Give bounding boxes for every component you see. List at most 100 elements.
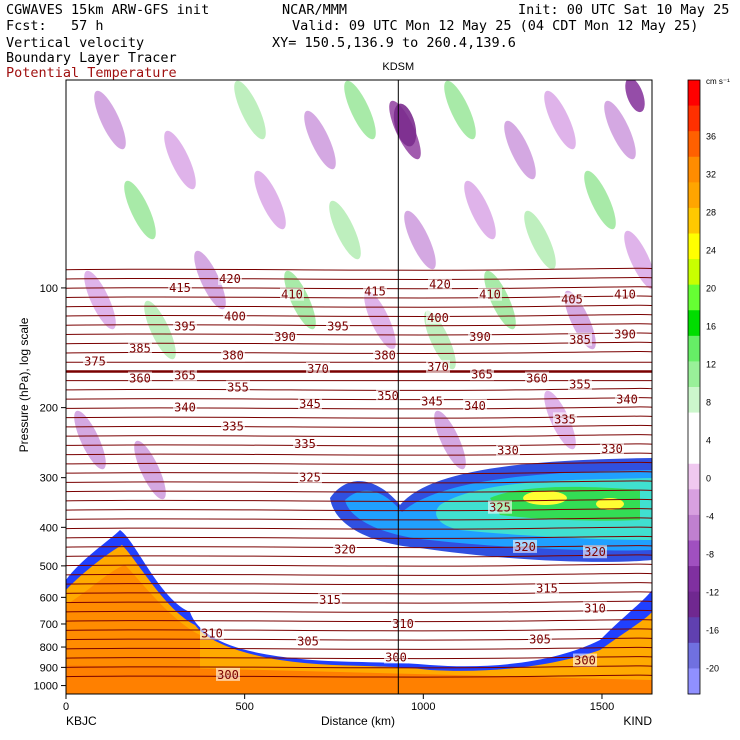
theta-label-bg (318, 593, 342, 607)
vertical-velocity-cell (134, 440, 166, 500)
colorbar-swatch (688, 284, 700, 311)
colorbar-tick-label: 28 (706, 207, 716, 217)
theta-label: 335 (294, 437, 316, 451)
theta-contour-line (66, 656, 652, 660)
theta-label-bg (333, 542, 357, 556)
theta-contour-labels: 420 415 410 415 420 410 405 410 400 395 395 400 390 3… (83, 272, 639, 682)
y-tick-label: 1000 (34, 681, 58, 693)
y-tick-label: 100 (40, 283, 58, 295)
theta-label-bg (615, 392, 639, 406)
colorbar-swatch (688, 310, 700, 337)
theta-contour-line (66, 286, 652, 290)
theta-label: 335 (222, 419, 244, 433)
theta-label-bg (553, 412, 577, 426)
theta-contour-line (66, 498, 652, 502)
colorbar: 36 32 28 24 20 16 12 8 4 0 -4 -8 -12 -16 -20 (687, 79, 719, 695)
theta-contour-line (66, 452, 652, 456)
colorbar-swatch (688, 387, 700, 414)
theta-label-bg (173, 319, 197, 333)
theta-label: 315 (319, 593, 341, 607)
theta-contour-line (66, 526, 652, 530)
theta-label-bg (326, 319, 350, 333)
theta-label-bg (428, 277, 452, 291)
theta-label-bg (463, 398, 487, 412)
theta-label-bg (496, 443, 520, 457)
theta-label: 415 (169, 281, 191, 295)
theta-label: 325 (489, 501, 511, 515)
theta-contour-line (66, 332, 652, 336)
cross-section-coords: XY= 150.5,136.9 to 260.4,139.6 (272, 35, 516, 51)
x-tick-label: 1500 (590, 701, 614, 713)
vertical-velocity-cell (164, 130, 196, 190)
theta-contour-line (66, 637, 652, 641)
theta-contour-line (66, 341, 652, 345)
vertical-velocity-cell (444, 80, 476, 140)
theta-contour-line (66, 406, 652, 410)
theta-contour-line (66, 545, 652, 549)
colorbar-tick-label: 12 (706, 359, 716, 369)
vertical-velocity-cell (404, 210, 436, 270)
right-station-label: KIND (623, 714, 652, 728)
theta-label: 385 (569, 333, 591, 347)
vertical-velocity-cell (584, 170, 616, 230)
colorbar-tick-label: 24 (706, 245, 716, 255)
colorbar-tick-label: -8 (706, 549, 714, 559)
vertical-velocity-cell (329, 200, 361, 260)
theta-label: 380 (374, 349, 396, 363)
theta-label: 300 (217, 668, 239, 682)
theta-label: 370 (427, 360, 449, 374)
colorbar-swatch (688, 617, 700, 644)
theta-label-bg (173, 400, 197, 414)
theta-contour-line (66, 619, 652, 623)
y-tick-label: 400 (40, 522, 58, 534)
theta-label: 355 (227, 381, 249, 395)
colorbar-swatch (688, 463, 700, 490)
theta-contour-line (66, 665, 652, 669)
theta-label: 340 (616, 393, 638, 407)
theta-contour-line (66, 434, 652, 438)
colorbar-swatch (688, 412, 700, 439)
vertical-velocity-cell (304, 110, 336, 170)
theta-label: 410 (281, 288, 303, 302)
theta-label: 410 (479, 288, 501, 302)
theta-label-bg (298, 397, 322, 411)
theta-label: 305 (529, 632, 551, 646)
theta-label: 330 (497, 443, 519, 457)
theta-label: 355 (569, 378, 591, 392)
theta-contour-line (66, 600, 652, 604)
theta-label: 320 (514, 540, 536, 554)
theta-contour-line (66, 276, 652, 281)
colorbar-tick-label: 8 (706, 397, 711, 407)
colorbar-tick-label: 32 (706, 169, 716, 179)
vertical-velocity-cell (624, 230, 652, 290)
theta-label-bg (223, 309, 247, 323)
vertical-velocity-cell (604, 100, 636, 160)
field-boundary-layer-tracer: Boundary Layer Tracer (6, 50, 177, 66)
theta-contour-line (66, 267, 652, 271)
valid-time: Valid: 09 UTC Mon 12 May 25 (04 CDT Mon … (292, 18, 699, 34)
theta-label: 360 (526, 372, 548, 386)
theta-label-bg (613, 287, 637, 301)
theta-label-bg (168, 280, 192, 294)
plot-frame (65, 79, 653, 695)
theta-label-bg (600, 441, 624, 455)
colorbar-tick-label: 0 (706, 473, 711, 483)
x-tick-label: 0 (63, 701, 69, 713)
x-tick-label: 500 (235, 701, 253, 713)
theta-label-bg (488, 500, 512, 514)
colorbar-swatch (688, 259, 700, 286)
theta-label-bg (221, 419, 245, 433)
left-station-label: KBJC (66, 714, 97, 728)
colorbar-swatch (688, 642, 700, 669)
theta-contour-line (66, 471, 652, 475)
vertical-velocity-cell (434, 410, 466, 470)
theta-label: 315 (536, 581, 558, 595)
theta-label-bg (218, 272, 242, 286)
theta-contour-line (66, 572, 652, 576)
colorbar-swatch (688, 233, 700, 260)
vertical-velocity-cell (94, 90, 126, 150)
colorbar-swatch (688, 540, 700, 567)
theta-contour-line (66, 535, 652, 539)
theta-label: 305 (297, 635, 319, 649)
